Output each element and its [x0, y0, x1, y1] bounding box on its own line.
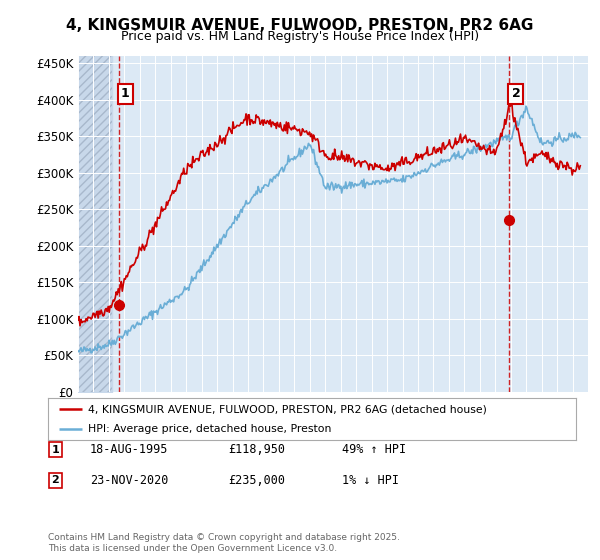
Text: Price paid vs. HM Land Registry's House Price Index (HPI): Price paid vs. HM Land Registry's House …: [121, 30, 479, 43]
Text: £235,000: £235,000: [228, 474, 285, 487]
Text: 4, KINGSMUIR AVENUE, FULWOOD, PRESTON, PR2 6AG: 4, KINGSMUIR AVENUE, FULWOOD, PRESTON, P…: [67, 18, 533, 34]
Text: £118,950: £118,950: [228, 443, 285, 456]
Text: 18-AUG-1995: 18-AUG-1995: [90, 443, 169, 456]
Text: HPI: Average price, detached house, Preston: HPI: Average price, detached house, Pres…: [88, 424, 331, 433]
Text: 1% ↓ HPI: 1% ↓ HPI: [342, 474, 399, 487]
Text: Contains HM Land Registry data © Crown copyright and database right 2025.
This d: Contains HM Land Registry data © Crown c…: [48, 533, 400, 553]
Text: 4, KINGSMUIR AVENUE, FULWOOD, PRESTON, PR2 6AG (detached house): 4, KINGSMUIR AVENUE, FULWOOD, PRESTON, P…: [88, 404, 487, 414]
Text: 2: 2: [52, 475, 59, 486]
Text: 49% ↑ HPI: 49% ↑ HPI: [342, 443, 406, 456]
Text: 1: 1: [121, 87, 130, 100]
Text: 1: 1: [52, 445, 59, 455]
Text: 23-NOV-2020: 23-NOV-2020: [90, 474, 169, 487]
Text: 2: 2: [512, 87, 520, 100]
